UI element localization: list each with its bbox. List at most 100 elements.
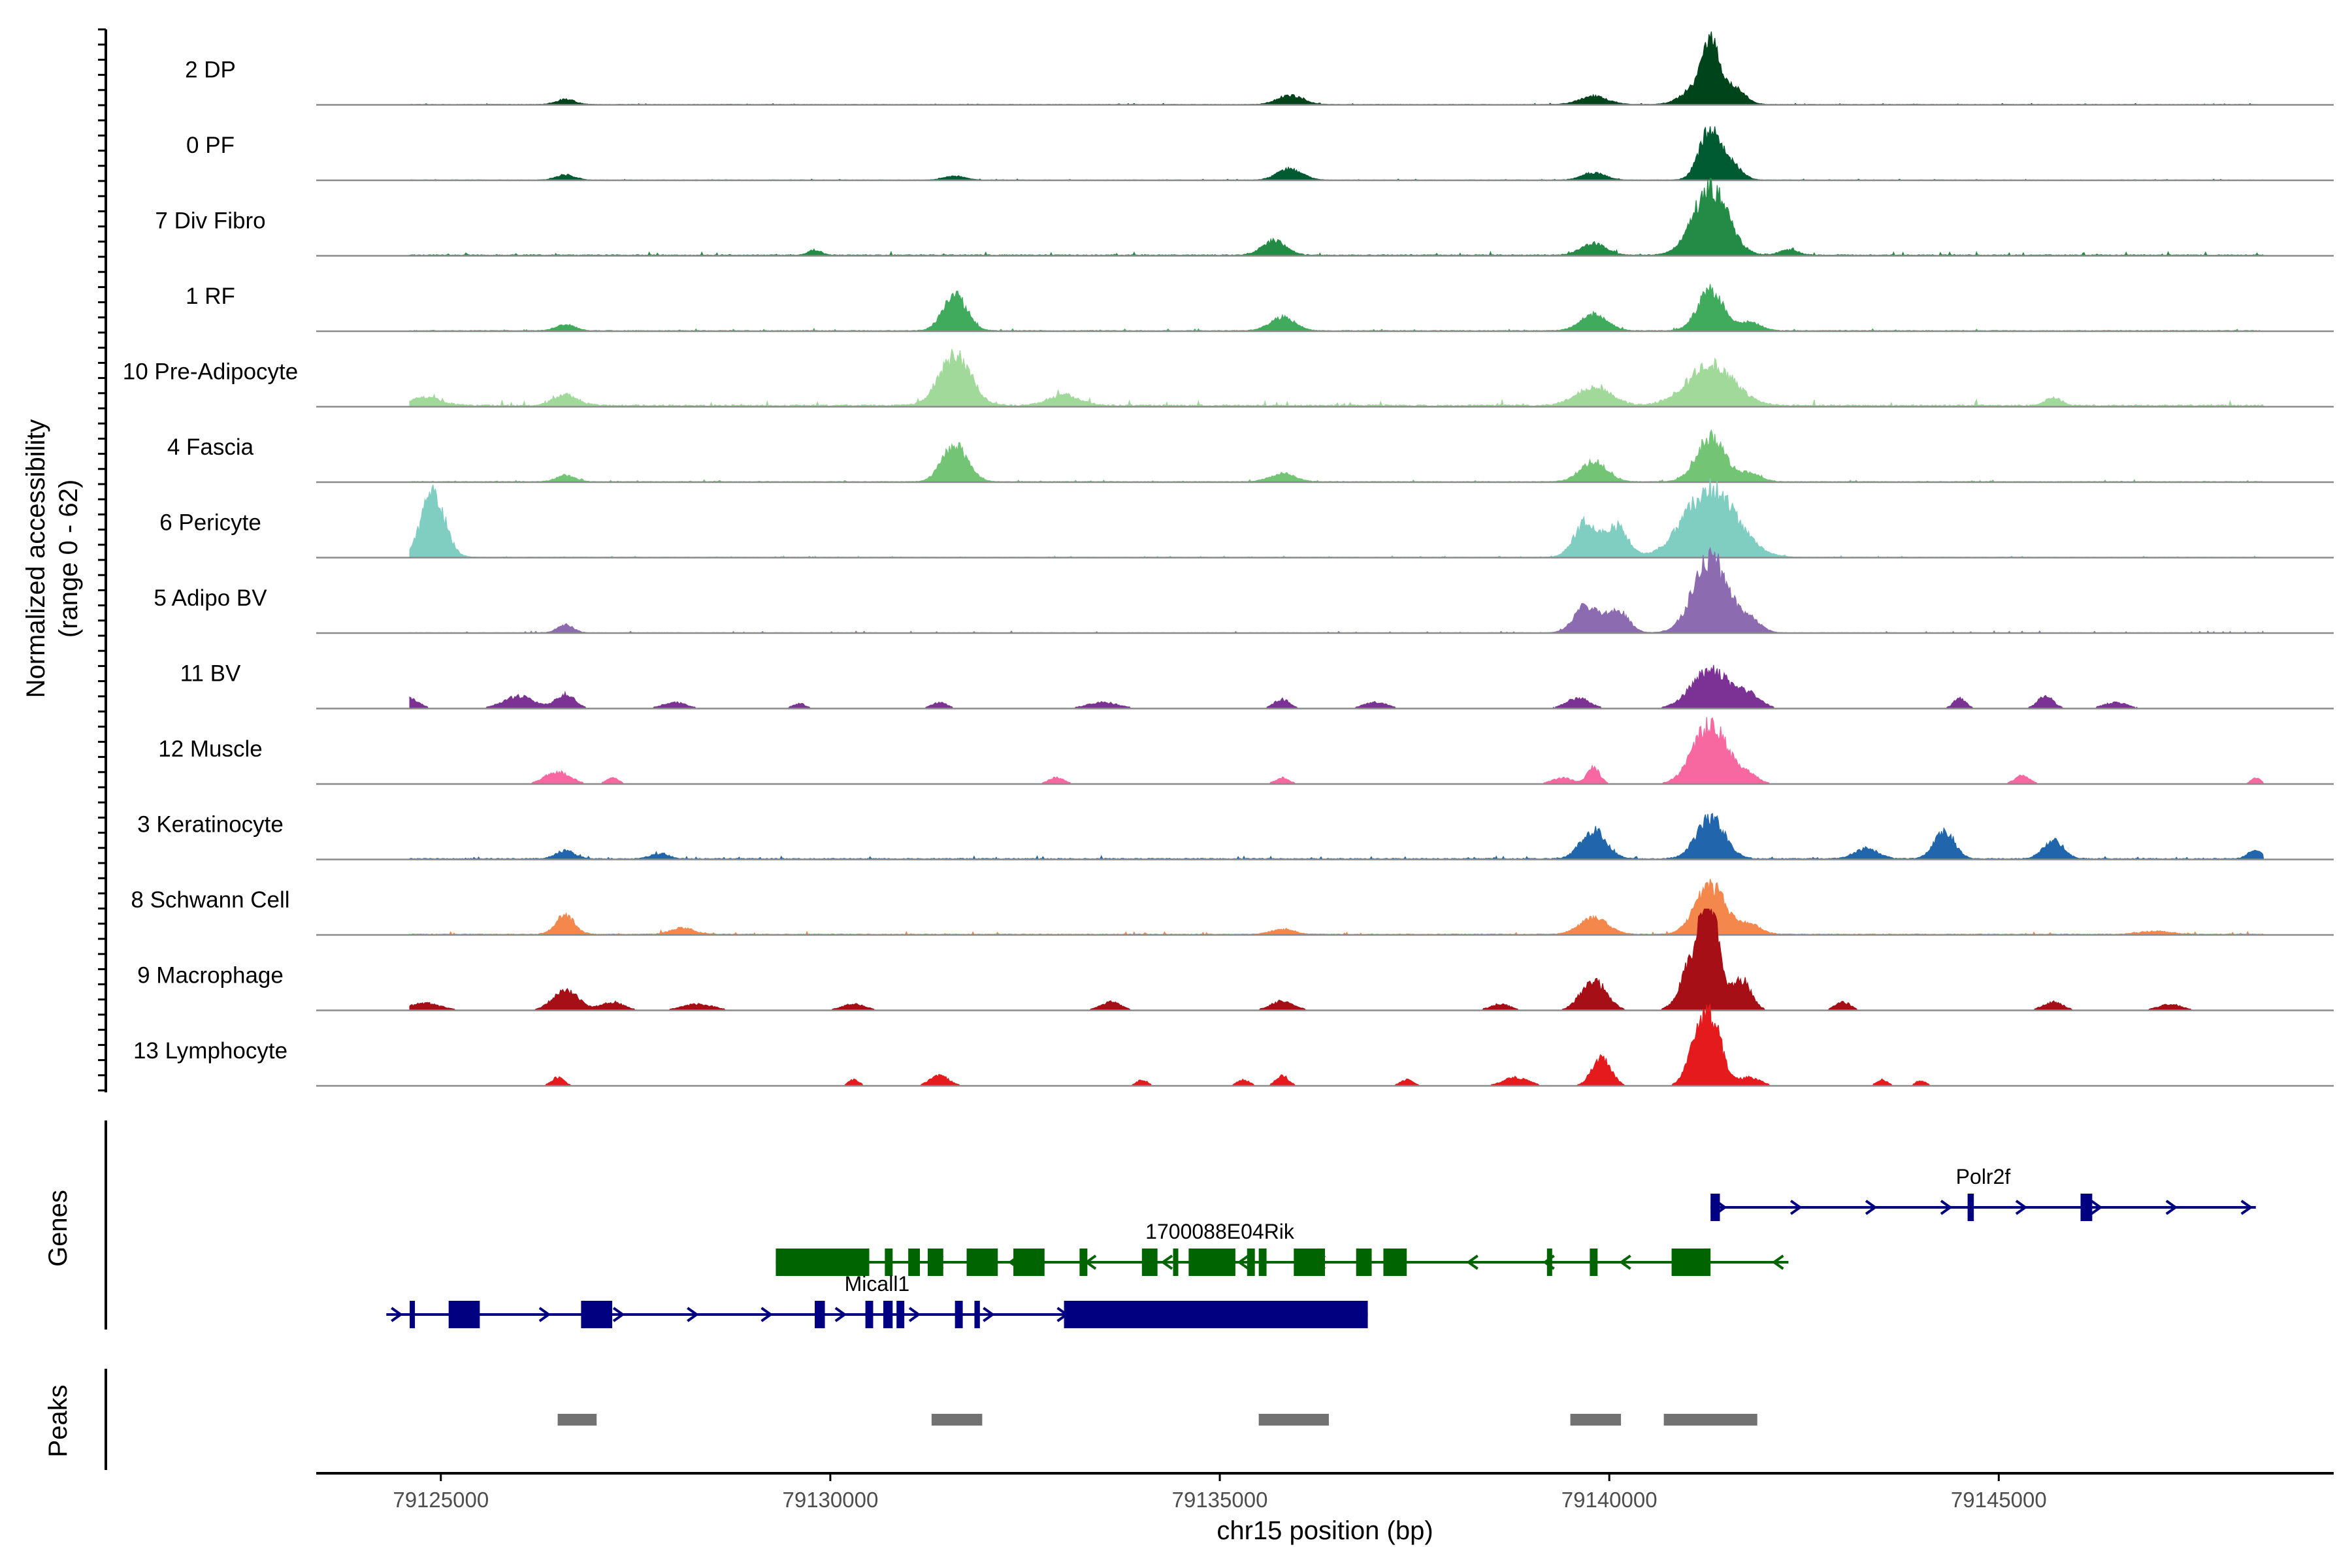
y-axis-title: Normalized accessibility (range 0 - 62) (22, 419, 83, 698)
gene-exon (1247, 1249, 1255, 1276)
track-3-keratinocyte: 3 Keratinocyte (137, 812, 2334, 860)
gene-label: Polr2f (1956, 1165, 2011, 1188)
track-1-rf: 1 RF (186, 284, 2334, 333)
gene-exon (1590, 1249, 1598, 1276)
track-label: 12 Muscle (158, 736, 263, 762)
strand-arrow (760, 1307, 774, 1322)
strand-arrow (2165, 1200, 2178, 1215)
peaks-panel-title: Peaks (44, 1384, 73, 1457)
gene-exon (815, 1301, 825, 1328)
track-8-schwann-cell: 8 Schwann Cell (131, 879, 2334, 936)
gene-exon (966, 1249, 998, 1276)
coverage-area (409, 879, 2264, 936)
x-tick-label: 79130000 (782, 1488, 878, 1512)
track-7-div-fibro: 7 Div Fibro (155, 178, 2334, 257)
strand-arrow (908, 1307, 921, 1322)
track-label: 4 Fascia (167, 434, 254, 460)
gene-label: 1700088E04Rik (1145, 1220, 1295, 1243)
gene-exon (1710, 1194, 1720, 1221)
track-12-muscle: 12 Muscle (158, 717, 2334, 785)
gene-exon (1294, 1249, 1325, 1276)
gene-1700088e04rik: 1700088E04Rik (776, 1220, 1789, 1276)
peak-region (1570, 1414, 1622, 1426)
x-tick-label: 79135000 (1172, 1488, 1268, 1512)
x-tick-label: 79145000 (1951, 1488, 2047, 1512)
x-tick-label: 79125000 (393, 1488, 489, 1512)
track-label: 10 Pre-Adipocyte (123, 359, 298, 385)
strand-arrow (1865, 1200, 1878, 1215)
strand-arrow (1940, 1200, 1953, 1215)
track-label: 13 Lymphocyte (133, 1038, 287, 1064)
strand-arrow (834, 1307, 847, 1322)
strand-arrow (391, 1307, 403, 1322)
coverage-area (409, 178, 2264, 257)
strand-arrow (538, 1307, 551, 1322)
coverage-area (409, 813, 2264, 860)
track-label: 7 Div Fibro (155, 208, 265, 234)
gene-exon (448, 1301, 480, 1328)
strand-arrow (1237, 1254, 1250, 1270)
gene-annotations: Polr2f 1700088E04Rik Micall1 (386, 1165, 2256, 1328)
coverage-area (409, 31, 2264, 106)
coverage-tracks: 2 DP 0 PF 7 Div Fibro 1 RF 10 Pre-Adipocyte 4… (123, 31, 2334, 1087)
strand-arrow (1619, 1254, 1631, 1270)
strand-arrow (1160, 1254, 1173, 1270)
track-4-fascia: 4 Fascia (167, 429, 2334, 483)
track-11-bv: 11 BV (180, 661, 2334, 710)
coverage-area (409, 478, 2264, 559)
gene-exon (776, 1249, 870, 1276)
track-10-pre-adipocyte: 10 Pre-Adipocyte (123, 349, 2334, 408)
strand-arrow (2240, 1200, 2253, 1215)
coverage-area (409, 908, 2264, 1011)
gene-exon (883, 1301, 893, 1328)
peak-region (1663, 1414, 1757, 1426)
gene-exon (1356, 1249, 1372, 1276)
gene-exon (927, 1249, 943, 1276)
track-label: 1 RF (186, 284, 235, 309)
strand-arrow (2015, 1200, 2028, 1215)
gene-exon (1967, 1194, 1974, 1221)
gene-exon (955, 1301, 963, 1328)
gene-exon (1383, 1249, 1407, 1276)
tracks-y-axis (98, 28, 107, 1092)
gene-label: Micall1 (845, 1272, 910, 1296)
track-2-dp: 2 DP (185, 31, 2334, 106)
gene-exon (1079, 1249, 1088, 1276)
y-axis-title-line-1: Normalized accessibility (22, 419, 50, 698)
gene-exon (896, 1301, 905, 1328)
strand-arrow (612, 1307, 625, 1322)
genes-panel-title: Genes (44, 1190, 73, 1267)
strand-arrow (2090, 1200, 2103, 1215)
gene-exon (1013, 1249, 1045, 1276)
gene-exon (1141, 1249, 1158, 1276)
track-label: 2 DP (185, 57, 236, 83)
x-axis: 79125000 79130000 79135000 79140000 79145000 (316, 1472, 2334, 1512)
gene-exon (1546, 1249, 1552, 1276)
track-label: 0 PF (186, 133, 235, 158)
coverage-area (409, 547, 2264, 634)
coverage-area (409, 126, 2264, 181)
track-label: 9 Macrophage (137, 963, 284, 988)
peak-region (557, 1414, 597, 1426)
strand-arrow (1771, 1254, 1784, 1270)
track-label: 5 Adipo BV (154, 585, 267, 611)
track-6-pericyte: 6 Pericyte (159, 478, 2334, 559)
track-5-adipo-bv: 5 Adipo BV (154, 547, 2334, 634)
gene-exon (1064, 1301, 1368, 1328)
peak-region (931, 1414, 983, 1426)
peak-regions (557, 1414, 1757, 1426)
track-9-macrophage: 9 Macrophage (137, 908, 2334, 1011)
gene-exon (865, 1301, 874, 1328)
gene-exon (1173, 1249, 1179, 1276)
coverage-area (409, 284, 2264, 332)
strand-arrow (687, 1307, 699, 1322)
gene-exon (581, 1301, 613, 1328)
coverage-area (409, 429, 2264, 483)
coverage-area (410, 717, 2264, 785)
track-label: 3 Keratinocyte (137, 812, 284, 838)
track-label: 6 Pericyte (159, 510, 261, 536)
gene-polr2f: Polr2f (1710, 1165, 2256, 1221)
gene-exon (974, 1301, 980, 1328)
gene-exon (1671, 1249, 1711, 1276)
